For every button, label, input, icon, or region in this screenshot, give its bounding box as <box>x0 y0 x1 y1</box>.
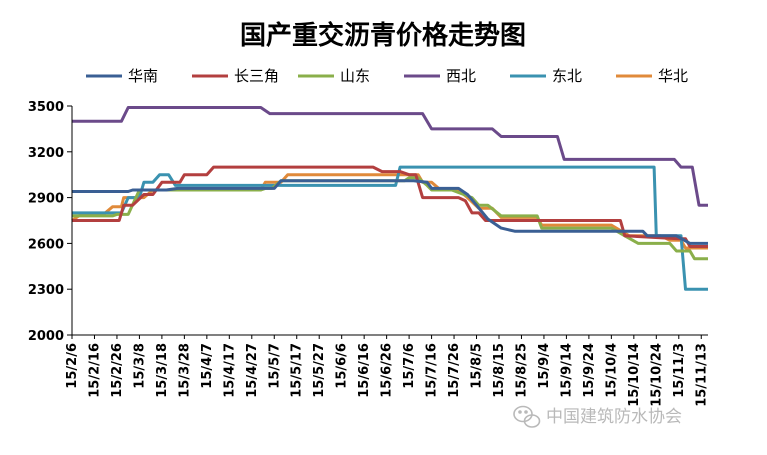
watermark-text: 中国建筑防水协会 <box>546 407 682 427</box>
x-tick-label: 15/4/27 <box>245 343 260 398</box>
series-line-西北 <box>72 106 708 207</box>
y-axis-ticks: 2000 2300 2600 2900 3200 3500 <box>28 100 72 344</box>
x-tick-label: 15/5/17 <box>290 343 305 398</box>
x-axis-ticks: 15/2/6 15/2/16 15/2/26 15/3/8 15/3/18 15/3/28… <box>65 335 709 407</box>
x-tick-label: 15/2/16 <box>87 343 102 398</box>
x-tick-label: 15/10/24 <box>649 343 664 407</box>
legend-label: 华北 <box>658 67 688 85</box>
x-tick-label: 15/3/18 <box>155 343 170 398</box>
x-tick-label: 15/4/17 <box>222 343 237 398</box>
legend-label: 长三角 <box>234 67 279 85</box>
series-layer <box>71 106 708 291</box>
y-tick-label: 2300 <box>28 283 64 298</box>
y-tick-label: 3200 <box>28 146 64 161</box>
legend-label: 山东 <box>340 67 370 85</box>
x-tick-label: 15/9/4 <box>537 343 552 389</box>
x-tick-label: 15/3/28 <box>177 343 192 398</box>
x-tick-label: 15/11/13 <box>694 343 709 407</box>
x-tick-label: 15/5/27 <box>312 343 327 398</box>
x-tick-label: 15/10/14 <box>627 343 642 407</box>
x-tick-label: 15/4/7 <box>200 343 215 389</box>
x-tick-label: 15/8/5 <box>470 343 485 389</box>
axes <box>71 106 708 336</box>
y-tick-label: 3500 <box>28 100 64 115</box>
x-tick-label: 15/8/15 <box>492 343 507 398</box>
y-tick-label: 2600 <box>28 237 64 252</box>
x-tick-label: 15/6/6 <box>335 343 350 389</box>
x-tick-label: 15/7/16 <box>425 343 440 398</box>
x-tick-label: 15/6/26 <box>380 343 395 398</box>
legend-label: 华南 <box>128 67 158 85</box>
series-line-山东 <box>72 176 708 261</box>
series-line-华南 <box>72 179 708 245</box>
x-tick-label: 15/7/6 <box>402 343 417 389</box>
x-tick-label: 15/2/6 <box>65 343 80 389</box>
x-tick-label: 15/7/26 <box>447 343 462 398</box>
watermark: 中国建筑防水协会 <box>513 405 682 428</box>
legend-label: 西北 <box>446 67 476 85</box>
x-tick-label: 15/9/14 <box>559 343 574 398</box>
wechat-icon <box>513 405 541 428</box>
series-line-长三角 <box>72 165 708 248</box>
x-tick-label: 15/9/24 <box>582 343 597 398</box>
x-tick-label: 15/5/7 <box>267 343 282 389</box>
legend: 华南 长三角 山东 西北 东北 华北 <box>86 67 688 85</box>
x-tick-label: 15/10/4 <box>604 343 619 398</box>
y-tick-label: 2900 <box>28 192 64 207</box>
x-tick-label: 15/8/25 <box>514 343 529 398</box>
x-tick-label: 15/6/16 <box>357 343 372 398</box>
legend-label: 东北 <box>552 67 582 85</box>
x-tick-label: 15/3/8 <box>132 343 147 389</box>
chart-title: 国产重交沥青价格走势图 <box>240 20 526 51</box>
x-tick-label: 15/2/26 <box>110 343 125 398</box>
y-tick-label: 2000 <box>28 329 64 344</box>
x-tick-label: 15/11/3 <box>672 343 687 398</box>
